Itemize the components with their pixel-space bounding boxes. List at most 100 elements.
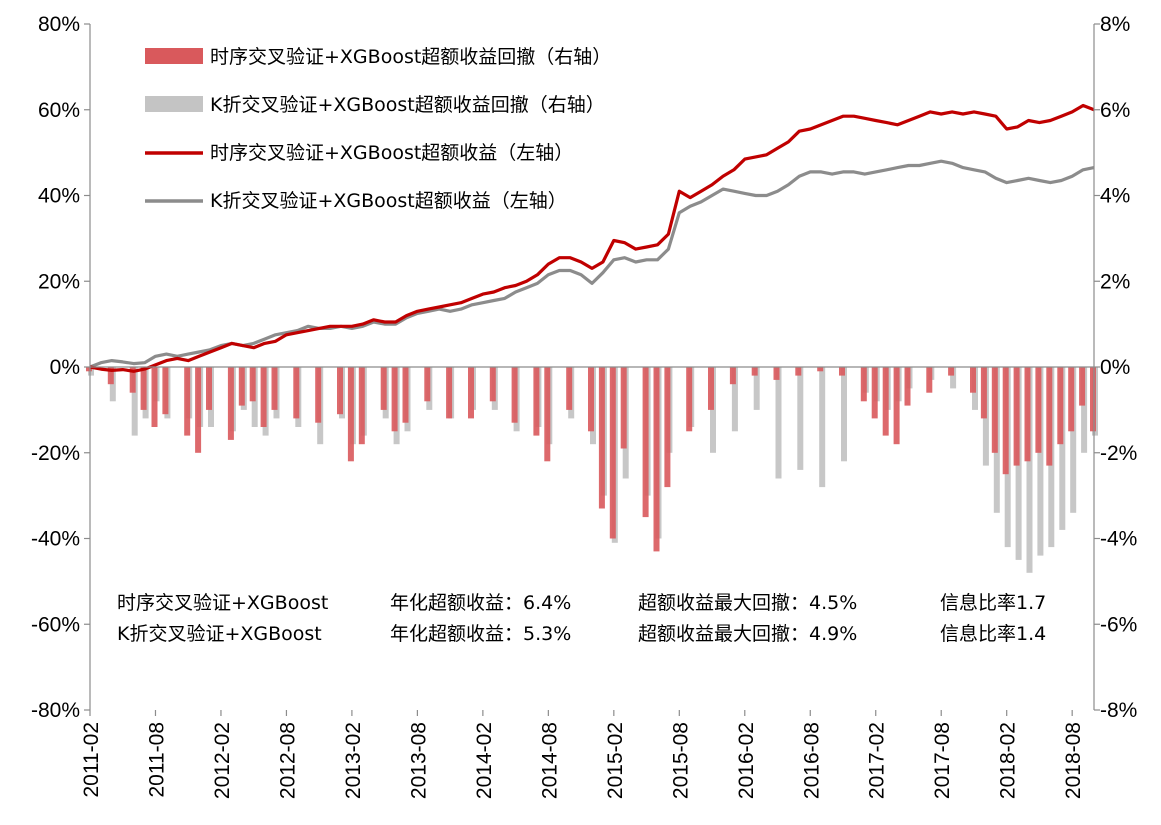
drawdown-bar-ts [249,367,256,402]
stat-row-1-annual: 年化超额收益：6.4% [390,592,571,614]
drawdown-bar-ts [402,367,409,423]
left-tick-label: 0% [50,356,80,379]
x-tick-label: 2015-02 [604,722,627,799]
drawdown-bar-ts [904,367,911,406]
drawdown-bar-ts [468,367,474,419]
drawdown-bar-ts [260,367,267,427]
drawdown-bar-kfold [797,367,804,470]
drawdown-bar-kfold [1026,367,1033,573]
drawdown-bar-ts [1090,367,1096,432]
x-tick-label: 2016-02 [735,722,758,799]
stat-row-1-annual-label: 年化超额收益： [390,592,523,614]
drawdown-bar-ts [511,367,518,423]
line-kfold-excess-return [89,159,1095,369]
drawdown-bar-ts [642,367,649,518]
drawdown-bar-ts [839,367,845,376]
legend-label-red-bar: 时序交叉验证+XGBoost超额收益回撤（右轴） [210,46,611,68]
drawdown-bar-ts [708,367,714,410]
stat-row-2-annual-label: 年化超额收益： [390,623,523,645]
left-tick-label: -60% [31,613,80,636]
drawdown-bar-ts [271,367,278,410]
x-tick-label: 2015-08 [669,722,692,799]
drawdown-bar-ts [751,367,758,376]
drawdown-bar-ts [140,367,147,410]
stat-row-1-ir: 信息比率1.7 [940,592,1046,614]
drawdown-bar-ts [1013,367,1020,466]
drawdown-bar-ts [588,367,594,432]
drawdown-bar-ts [489,367,496,402]
drawdown-bar-ts [609,367,616,539]
x-tick-label: 2014-08 [538,722,561,799]
drawdown-bar-ts [598,367,605,509]
drawdown-bar-ts [162,367,169,415]
drawdown-bar-ts [129,367,136,393]
drawdown-bar-ts [1024,367,1031,462]
drawdown-bar-ts [926,367,933,393]
x-tick-label: 2013-02 [342,722,365,799]
left-tick-label: -80% [31,699,80,722]
stats-annotation: 时序交叉验证+XGBoost 年化超额收益：6.4% 超额收益最大回撤：4.5%… [117,592,1046,645]
drawdown-bar-kfold [819,367,826,488]
left-tick-label: 60% [38,99,80,122]
drawdown-bar-ts [544,367,551,462]
drawdown-bar-ts [817,367,824,372]
x-tick-label: 2012-08 [276,722,299,799]
drawdown-bar-ts [1046,367,1053,466]
stat-row-2-label: K折交叉验证+XGBoost [117,623,322,645]
stat-row-2-ir-label: 信息比率 [940,623,1016,645]
drawdown-bar-ts [206,367,212,410]
drawdown-bar-ts [533,367,540,436]
left-tick-label: -20% [31,442,80,465]
stat-row-1-dd-label: 超额收益最大回撤： [638,592,809,614]
x-tick-label: 2017-08 [931,722,954,799]
right-tick-label: -4% [1100,528,1137,551]
right-tick-label: 4% [1100,185,1130,208]
drawdown-bar-ts [293,367,300,419]
drawdown-bar-kfold [1081,367,1088,453]
drawdown-bar-ts [238,367,245,406]
drawdown-bar-ts [882,367,889,436]
drawdown-bar-ts [980,367,987,419]
drawdown-bar-ts [446,367,453,419]
stat-row-1-label: 时序交叉验证+XGBoost [117,592,328,614]
right-tick-label: -8% [1100,699,1137,722]
right-tick-label: 8% [1100,13,1130,36]
drawdown-bar-ts [1068,367,1075,432]
drawdown-bar-kfold [1070,367,1077,513]
drawdown-bar-ts [948,367,955,376]
drawdown-bar-ts [664,367,671,488]
drawdown-bar-ts [1002,367,1009,475]
drawdown-bar-kfold [841,367,847,462]
stat-row-2-dd-value: 4.9% [809,623,857,645]
drawdown-bar-kfold [950,367,957,389]
drawdown-bar-ts [729,367,736,385]
stat-row-2-dd-label: 超额收益最大回撤： [638,623,809,645]
stat-row-1-annual-value: 6.4% [523,592,571,614]
stat-row-2-ir-value: 1.4 [1016,623,1046,645]
drawdown-bar-ts [380,367,387,410]
tick-labels: 80% 60% 40% 20% 0% -20% -40% -60% -80% 8% 6% 4% 2% 0%… [31,13,1137,799]
drawdown-bar-ts [566,367,573,410]
right-tick-label: -6% [1100,613,1137,636]
drawdown-bar-ts [1079,367,1086,406]
stat-row-2-annual: 年化超额收益：5.3% [390,623,571,645]
drawdown-bar-ts [424,367,431,402]
drawdown-bar-ts [315,367,322,423]
x-tick-label: 2013-08 [407,722,430,799]
drawdown-bar-ts [871,367,878,419]
x-tick-label: 2011-02 [80,722,103,798]
drawdown-bar-ts [620,367,627,449]
left-tick-label: 40% [38,185,80,208]
x-tick-label: 2018-02 [997,722,1020,799]
drawdown-bar-ts [184,367,191,436]
left-tick-label: -40% [31,528,80,551]
drawdown-bar-ts [227,367,234,440]
excess-return-lines [89,103,1095,373]
drawdown-bar-ts [1057,367,1064,445]
right-tick-label: 6% [1100,99,1130,122]
drawdown-bar-ts [347,367,354,462]
drawdown-bar-kfold [1059,367,1066,530]
legend: 时序交叉验证+XGBoost超额收益回撤（右轴） K折交叉验证+XGBoost超… [145,46,611,212]
right-tick-label: -2% [1100,442,1137,465]
